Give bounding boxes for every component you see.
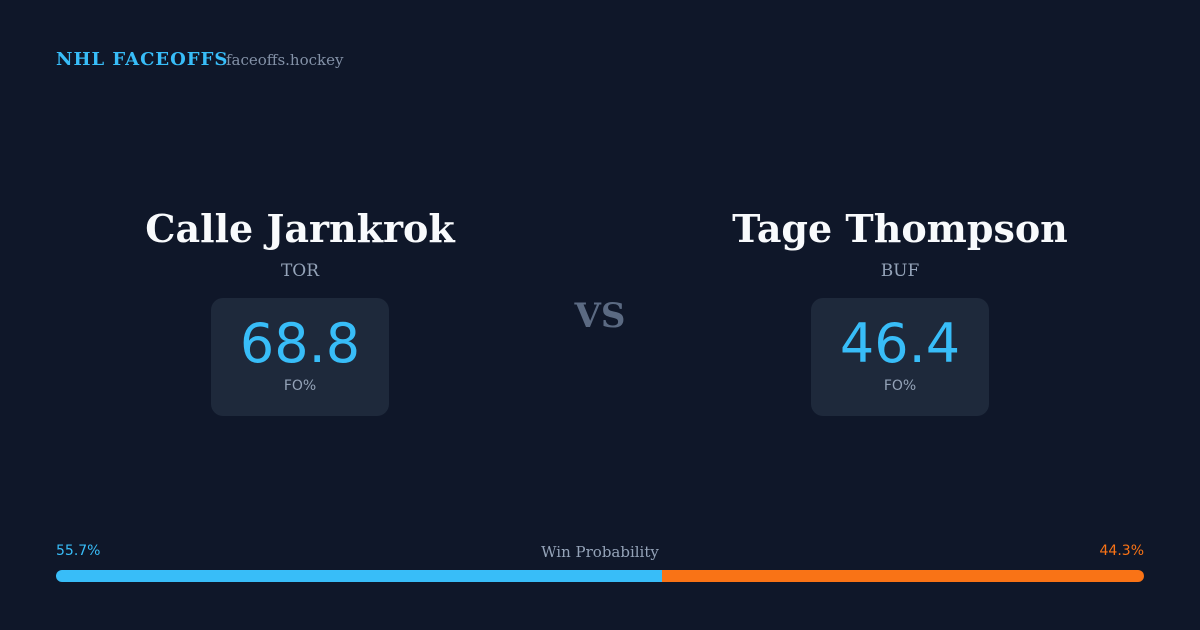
fo-label: FO% xyxy=(283,378,317,394)
probability-segment xyxy=(56,570,663,582)
player-name: Calle Jarnkrok xyxy=(145,206,455,251)
team: BUF xyxy=(880,261,920,281)
player: Tage Thompson BUF 46.4 FO% xyxy=(650,206,1150,416)
win-probability-title: Win Probability xyxy=(541,543,659,561)
team: TOR xyxy=(280,261,320,281)
stat-card: 68.8 FO% xyxy=(211,298,389,416)
probability-segment xyxy=(662,570,1144,582)
brand: NHL FACEOFFS xyxy=(56,49,229,70)
player-name: Tage Thompson xyxy=(732,206,1068,251)
stat-card: 46.4 FO% xyxy=(811,298,989,416)
fo-pct: 68.8 xyxy=(239,312,361,375)
probability-label: 55.7% xyxy=(56,543,101,559)
site-url: faceoffs.hockey xyxy=(226,51,344,69)
player: Calle Jarnkrok TOR 68.8 FO% xyxy=(50,206,550,416)
fo-pct: 46.4 xyxy=(839,312,961,375)
probability-label: 44.3% xyxy=(1099,543,1144,559)
versus: VS xyxy=(574,296,626,336)
fo-label: FO% xyxy=(883,378,917,394)
